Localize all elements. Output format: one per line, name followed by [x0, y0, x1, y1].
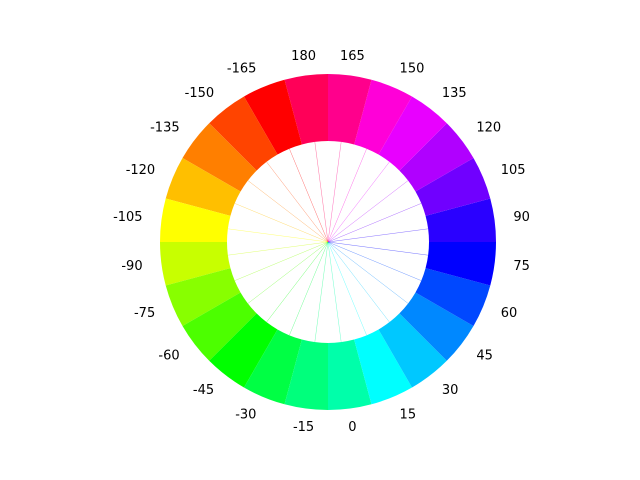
wedge-label: 90: [513, 210, 530, 225]
wedge-label: 105: [501, 163, 526, 178]
wedge-labels: 0 15 30 45 60 75 90 105 120 135 150 165 180 -165 -150 -…: [113, 49, 530, 435]
pie-wedge: [284, 339, 328, 410]
wedge-label: -90: [121, 259, 142, 274]
pie-wedge: [328, 339, 372, 410]
pie-wedge: [425, 242, 496, 286]
wedge-label: 135: [442, 86, 467, 101]
wedge-label: 150: [400, 62, 425, 77]
pie-wedge: [399, 292, 474, 361]
pie-wedge: [378, 96, 447, 171]
wedge-label: -75: [134, 306, 155, 321]
center-ray: [314, 141, 329, 243]
center-ray: [266, 241, 329, 323]
wedge-label: -150: [185, 86, 215, 101]
center-ray: [327, 241, 367, 336]
wedge-label: -120: [126, 163, 156, 178]
center-ray: [327, 241, 422, 281]
wedge-label: 165: [340, 49, 365, 64]
pie-wedge: [354, 79, 412, 155]
pie-wedge: [244, 79, 302, 155]
center-ray: [227, 228, 329, 243]
wedge-label: -60: [158, 348, 179, 363]
wedge-label: 75: [513, 259, 530, 274]
pie-wedge: [399, 123, 474, 192]
wedge-label: 45: [476, 348, 493, 363]
wedge-label: -45: [193, 383, 214, 398]
wedge-label: -135: [150, 121, 180, 136]
wedge-label: 30: [442, 383, 459, 398]
pie-wedge: [378, 313, 447, 388]
wedge-label: -30: [235, 407, 256, 422]
wedge-label: 120: [476, 121, 501, 136]
ring-wedges: [160, 74, 496, 410]
pie-wedge: [165, 268, 241, 326]
center-ray: [327, 148, 367, 243]
pie-wedge: [415, 158, 491, 216]
center-ray: [247, 180, 329, 243]
pie-wedge: [182, 292, 257, 361]
pie-wedge: [328, 74, 372, 145]
pie-wedge: [244, 329, 302, 405]
wedge-label: 0: [348, 420, 356, 435]
wedge-label: 180: [291, 49, 316, 64]
center-ray: [327, 241, 390, 323]
center-ray: [327, 203, 422, 243]
pie-wedge: [160, 242, 231, 286]
center-ray: [327, 241, 409, 304]
pie-wedge: [209, 96, 278, 171]
pie-wedge: [425, 198, 496, 242]
wedge-label: 60: [501, 306, 518, 321]
center-ray: [289, 241, 329, 336]
pie-wedge: [209, 313, 278, 388]
center-ray: [234, 203, 329, 243]
center-rays: [227, 141, 429, 343]
center-ray: [266, 161, 329, 243]
center-ray: [327, 241, 342, 343]
wedge-label: -15: [293, 420, 314, 435]
pie-wedge: [160, 198, 231, 242]
wedge-label: 15: [400, 407, 417, 422]
center-ray: [234, 241, 329, 281]
pie-wedge: [165, 158, 241, 216]
center-ray: [247, 241, 329, 304]
center-ray: [327, 141, 342, 243]
center-ray: [327, 180, 409, 243]
pie-wedge: [354, 329, 412, 405]
center-ray: [327, 241, 429, 256]
center-ray: [289, 148, 329, 243]
pie-wedge: [182, 123, 257, 192]
wedge-label: -105: [113, 210, 143, 225]
center-ray: [327, 228, 429, 243]
pie-wedge: [284, 74, 328, 145]
center-ray: [227, 241, 329, 256]
pie-wedge: [415, 268, 491, 326]
wedge-label: -165: [227, 62, 257, 77]
center-ray: [327, 161, 390, 243]
center-ray: [314, 241, 329, 343]
